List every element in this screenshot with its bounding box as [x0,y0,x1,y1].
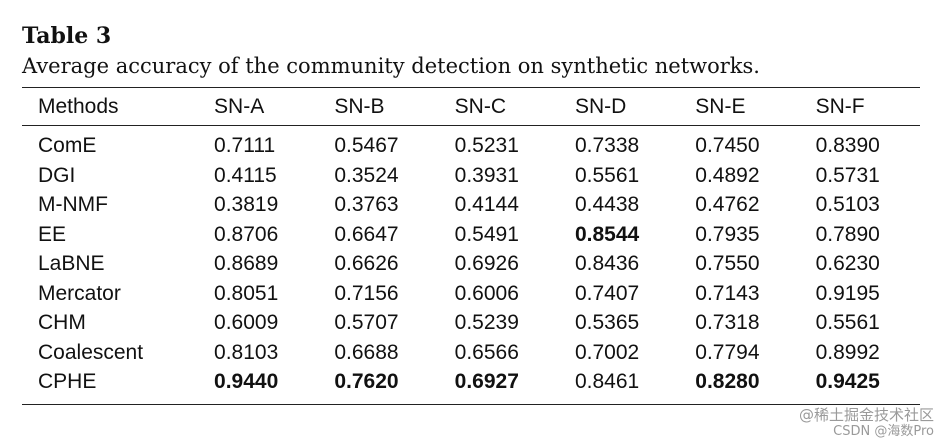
accuracy-cell: 0.8103 [214,340,279,364]
accuracy-cell: 0.7794 [695,340,760,364]
column-header-sn-b: SN-B [334,94,385,118]
accuracy-cell: 0.8461 [574,370,640,393]
table-row: Mercator 0.8051 0.7156 0.6006 0.7407 0.7143 0.… [22,279,920,309]
accuracy-cell: 0.5707 [334,311,399,334]
method-name-cell: ComE [38,134,97,157]
accuracy-cell: 0.6688 [334,340,399,364]
accuracy-cell: 0.9425 [815,370,880,393]
column-header-methods: Methods [38,94,119,118]
column-header-sn-f: SN-F [815,94,865,118]
accuracy-cell: 0.5103 [815,193,880,216]
header-rule [22,125,920,126]
accuracy-cell: 0.3931 [454,163,519,187]
table-row: CPHE 0.9440 0.7620 0.6927 0.8461 0.8280 0.9425 [22,367,920,397]
method-name-cell: CPHE [38,370,97,393]
accuracy-cell: 0.6647 [334,222,399,246]
results-table: Methods SN-A SN-B SN-C SN-D SN-E SN-F Co… [22,88,920,397]
accuracy-cell: 0.6230 [815,252,880,275]
accuracy-cell: 0.6009 [214,311,279,334]
accuracy-cell: 0.9440 [214,370,279,393]
accuracy-cell: 0.7156 [334,281,399,305]
accuracy-cell: 0.5561 [815,311,880,334]
header-row: Methods SN-A SN-B SN-C SN-D SN-E SN-F [22,88,920,125]
accuracy-cell: 0.7550 [695,252,760,275]
watermark-text: @稀土掘金技术社区 [798,406,934,424]
accuracy-cell: 0.3819 [214,193,279,216]
accuracy-cell: 0.5231 [454,134,519,157]
accuracy-cell: 0.7407 [574,281,640,305]
accuracy-cell: 0.7338 [574,134,640,157]
top-rule [22,87,920,88]
accuracy-cell: 0.6927 [454,370,519,393]
accuracy-cell: 0.8051 [214,281,279,305]
column-header-sn-c: SN-C [454,94,506,118]
accuracy-cell: 0.9195 [815,281,880,305]
method-name-cell: DGI [38,163,76,187]
accuracy-cell: 0.5365 [574,311,640,334]
accuracy-cell: 0.8706 [214,222,279,246]
method-name-cell: Coalescent [38,340,144,364]
table-row: Coalescent 0.8103 0.6688 0.6566 0.7002 0.7794… [22,338,920,368]
accuracy-cell: 0.5561 [574,163,640,187]
table-row: CHM 0.6009 0.5707 0.5239 0.5365 0.7318 0.5561 [22,308,920,338]
column-header-sn-e: SN-E [695,94,746,118]
accuracy-cell: 0.8544 [574,222,640,246]
bottom-rule [22,404,920,405]
accuracy-cell: 0.5467 [334,134,399,157]
method-name-cell: M-NMF [38,193,108,216]
accuracy-cell: 0.5491 [454,222,519,246]
method-name-cell: EE [38,222,67,246]
accuracy-cell: 0.4438 [574,193,640,216]
accuracy-cell: 0.4144 [454,193,519,216]
method-name-cell: LaBNE [38,252,105,275]
table-row: EE 0.8706 0.6647 0.5491 0.8544 0.7935 0.7890 [22,220,920,250]
accuracy-cell: 0.8280 [695,370,760,393]
table-row: LaBNE 0.8689 0.6626 0.6926 0.8436 0.7550 0.623… [22,249,920,279]
accuracy-cell: 0.7935 [695,222,760,246]
accuracy-cell: 0.7450 [695,134,760,157]
accuracy-cell: 0.7111 [214,134,276,157]
accuracy-cell: 0.6926 [454,252,519,275]
table-row: ComE 0.7111 0.5467 0.5231 0.7338 0.7450 0.8390 [22,125,920,161]
method-name-cell: CHM [38,311,86,334]
column-header-sn-a: SN-A [214,94,265,118]
accuracy-cell: 0.7620 [334,370,399,393]
table-row: M-NMF 0.3819 0.3763 0.4144 0.4438 0.4762 0.510… [22,190,920,220]
accuracy-cell: 0.6566 [454,340,519,364]
accuracy-cell: 0.4892 [695,163,760,187]
table-title: Table 3 [22,23,112,49]
accuracy-cell: 0.8436 [574,252,640,275]
watermark-subtext: CSDN @海数Pro [833,424,934,439]
accuracy-cell: 0.7318 [695,311,760,334]
accuracy-cell: 0.5239 [454,311,519,334]
column-header-sn-d: SN-D [574,94,627,118]
method-name-cell: Mercator [38,281,121,305]
accuracy-cell: 0.8390 [815,134,880,157]
accuracy-cell: 0.8992 [815,340,880,364]
accuracy-cell: 0.3524 [334,163,399,187]
accuracy-cell: 0.3763 [334,193,399,216]
accuracy-cell: 0.4115 [214,163,277,187]
accuracy-cell: 0.6626 [334,252,399,275]
accuracy-cell: 0.7143 [695,281,760,305]
accuracy-cell: 0.6006 [454,281,519,305]
accuracy-cell: 0.7002 [574,340,640,364]
accuracy-cell: 0.8689 [214,252,279,275]
table-caption: Average accuracy of the community detect… [22,54,760,78]
table-row: DGI 0.4115 0.3524 0.3931 0.5561 0.4892 0.5731 [22,161,920,191]
accuracy-cell: 0.5731 [815,163,880,187]
accuracy-cell: 0.4762 [695,193,760,216]
accuracy-cell: 0.7890 [815,222,880,246]
